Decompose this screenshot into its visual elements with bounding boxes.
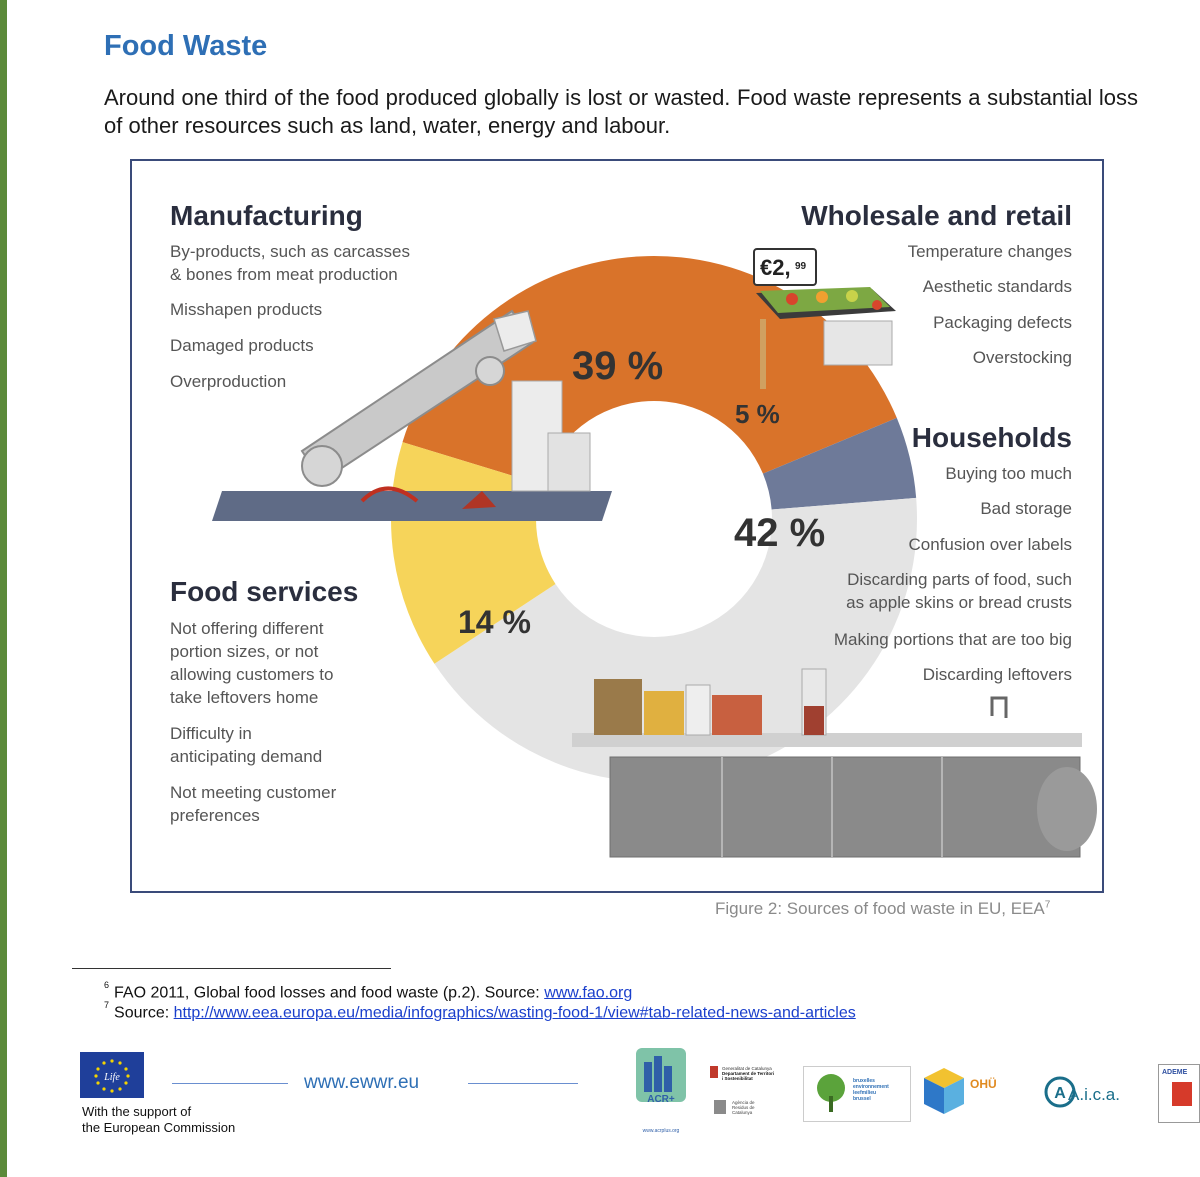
manufacturing-item: Misshapen products — [170, 300, 322, 319]
value-label-households: 42 % — [734, 511, 825, 555]
food-services-item: preferences — [170, 806, 260, 825]
households-item: as apple skins or bread crusts — [846, 593, 1072, 612]
life-logo-text: Life — [103, 1072, 120, 1083]
eu-support-line: With the support of — [82, 1104, 192, 1119]
ohu-logo: OHÜ — [922, 1068, 1030, 1120]
ohu-logo-text: OHÜ — [970, 1076, 997, 1091]
value-label-wholesale: 5 % — [735, 399, 780, 429]
intro-paragraph: Around one third of the food produced gl… — [104, 85, 1138, 138]
page-title: Food Waste — [104, 30, 268, 62]
residus-text: Residus de — [732, 1105, 755, 1110]
households-items: Buying too much Bad storage Confusion ov… — [834, 464, 1072, 684]
footer-rule-left — [172, 1083, 288, 1084]
catalunya-text: i Sostenibilitat — [722, 1076, 753, 1081]
conveyor-illustration — [300, 309, 537, 487]
value-label-manufacturing: 39 % — [572, 344, 663, 388]
market-stall-illustration: €2, 99 — [753, 248, 896, 389]
residus-text: Agència de — [732, 1100, 755, 1105]
manufacturing-item: Damaged products — [170, 336, 314, 355]
food-services-item: take leftovers home — [170, 688, 318, 707]
food-services-item: Not meeting customer — [170, 783, 337, 802]
ademe-logo-text: ADEME — [1162, 1069, 1188, 1076]
ademe-logo: ADEME — [1158, 1064, 1200, 1126]
brussels-text: leefmilieu — [853, 1090, 876, 1096]
slice-wholesale — [762, 417, 917, 510]
food-services-items: Not offering different portion sizes, or… — [170, 619, 337, 825]
residus-text: Catalunya — [732, 1110, 753, 1115]
brussels-text: environnement — [853, 1084, 889, 1090]
households-item: Bad storage — [980, 499, 1072, 518]
heading-food-services: Food services — [170, 576, 358, 607]
aica-logo: A A.i.c.a. — [1044, 1072, 1132, 1118]
food-services-item: allowing customers to — [170, 665, 333, 684]
footnote-text: Source: — [114, 1004, 174, 1022]
brussels-text: brussel — [853, 1096, 871, 1102]
households-item: Discarding parts of food, such — [847, 570, 1072, 589]
footnote-divider — [72, 968, 391, 969]
acr-logo-url: www.acrplus.org — [643, 1128, 680, 1134]
svg-text:A: A — [1054, 1085, 1066, 1102]
eu-stars-icon: Life — [94, 1059, 130, 1093]
manufacturing-items: By-products, such as carcasses & bones f… — [170, 242, 410, 391]
heading-manufacturing: Manufacturing — [170, 200, 363, 231]
heading-wholesale: Wholesale and retail — [801, 200, 1072, 231]
infographic-svg: €2, 99 39 % 5 % 42 % — [170, 200, 1097, 858]
infographic-frame: €2, 99 39 % 5 % 42 % — [130, 159, 1104, 893]
footnote-7: 7 Source: http://www.eea.europa.eu/media/… — [104, 1000, 856, 1022]
heading-households: Households — [912, 422, 1072, 453]
manufacturing-item: Overproduction — [170, 372, 286, 391]
eea-link[interactable]: http://www.eea.europa.eu/media/infograph… — [173, 1004, 856, 1022]
footnote-6: 6 FAO 2011, Global food losses and food w… — [104, 980, 633, 1002]
eu-support-text: With the support of the European Commiss… — [82, 1104, 235, 1136]
wholesale-item: Overstocking — [973, 348, 1072, 367]
footnote-text: FAO 2011, Global food losses and food wa… — [114, 984, 545, 1002]
kitchen-counter-illustration — [572, 668, 1097, 858]
wholesale-item: Aesthetic standards — [923, 277, 1072, 296]
footnote-number: 7 — [104, 1000, 110, 1010]
food-services-item: Difficulty in — [170, 724, 252, 743]
production-table-illustration — [212, 380, 612, 521]
manufacturing-item: By-products, such as carcasses — [170, 242, 410, 261]
households-item: Buying too much — [945, 464, 1072, 483]
food-services-item: anticipating demand — [170, 747, 322, 766]
food-services-item: portion sizes, or not — [170, 642, 319, 661]
households-item: Making portions that are too big — [834, 630, 1072, 649]
aica-logo-text: A.i.c.a. — [1068, 1085, 1120, 1104]
price-tag-text: €2, — [760, 255, 791, 280]
footer-rule-right — [468, 1083, 578, 1084]
households-item: Discarding leftovers — [923, 665, 1072, 684]
slice-households — [434, 497, 917, 782]
brussels-environment-logo: bruxelles environnement leefmilieu bruss… — [803, 1066, 911, 1122]
catalunya-text: Departament de Territori — [722, 1071, 774, 1076]
figure-caption: Figure 2: Sources of food waste in EU, E… — [715, 899, 1050, 919]
price-tag-cents: 99 — [795, 261, 807, 272]
wholesale-item: Temperature changes — [908, 242, 1072, 261]
value-label-food-services: 14 % — [458, 604, 531, 640]
acr-logo: ACR+ www.acrplus.org — [634, 1048, 688, 1136]
food-services-item: Not offering different — [170, 619, 324, 638]
eu-life-logo: Life — [80, 1052, 144, 1098]
acr-logo-text: ACR+ — [647, 1094, 675, 1105]
catalunya-logo: Generalitat de Catalunya Departament de … — [710, 1064, 800, 1128]
figure-caption-text: Figure 2: Sources of food waste in EU, E… — [715, 899, 1045, 918]
wholesale-item: Packaging defects — [933, 313, 1072, 332]
fao-link[interactable]: www.fao.org — [544, 984, 633, 1002]
wholesale-items: Temperature changes Aesthetic standards … — [908, 242, 1072, 367]
manufacturing-item: & bones from meat production — [170, 265, 398, 284]
households-item: Confusion over labels — [909, 535, 1072, 554]
left-accent-bar — [0, 0, 7, 1177]
figure-caption-ref: 7 — [1044, 899, 1051, 911]
catalunya-text: Generalitat de Catalunya — [722, 1066, 772, 1071]
brussels-text: bruxelles — [853, 1078, 875, 1084]
website-link[interactable]: www.ewwr.eu — [304, 1072, 420, 1093]
footnote-number: 6 — [104, 980, 110, 990]
eu-support-line: the European Commission — [82, 1120, 236, 1135]
